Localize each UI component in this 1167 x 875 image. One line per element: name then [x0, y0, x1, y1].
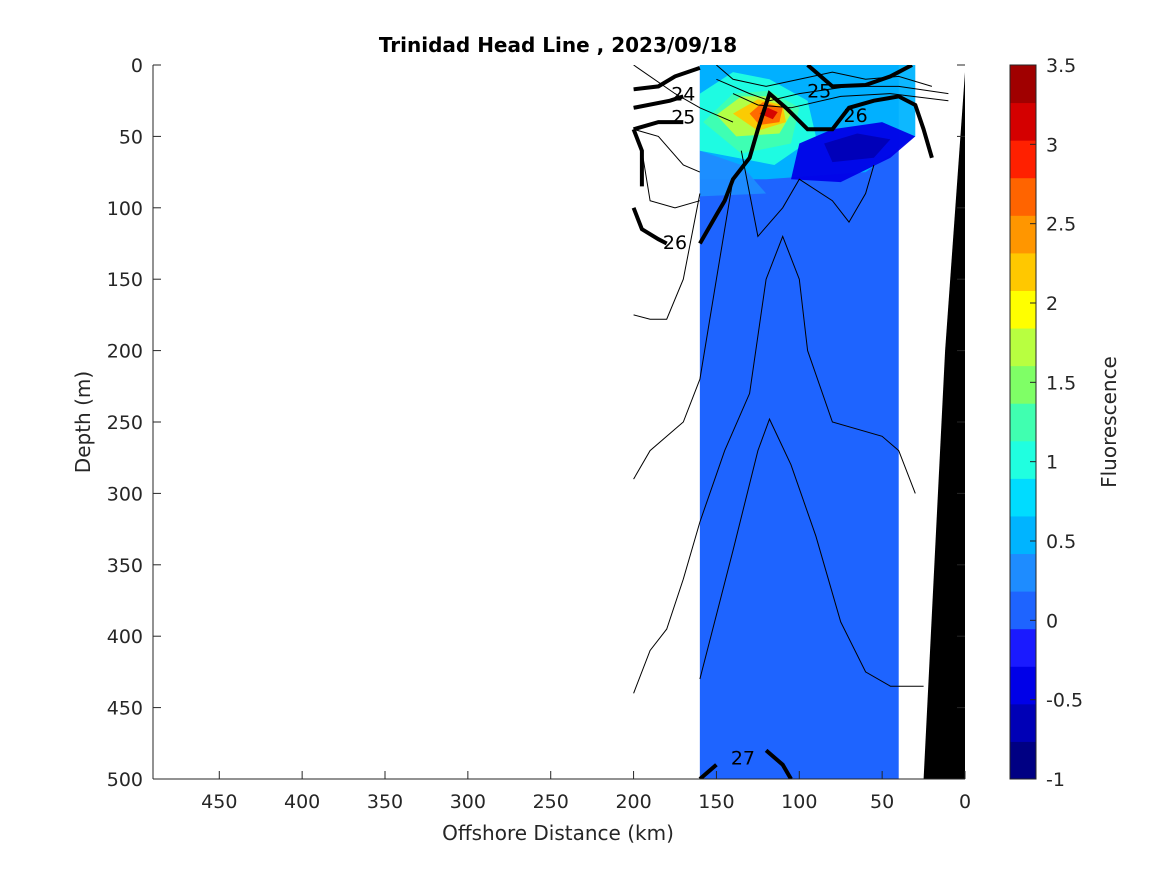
colorbar-segment [1010, 741, 1036, 780]
isopycnal-thin-3 [699, 417, 924, 687]
isopycnal-27 [698, 763, 718, 779]
isopycnal-25-east [806, 65, 913, 89]
isopycnal-thin-9 [716, 78, 949, 102]
colorbar-segment [1010, 365, 1036, 404]
colorbar-tick-label: -0.5 [1046, 690, 1083, 712]
contour-label-26: 26 [663, 232, 687, 254]
isopycnal-thin-10 [732, 93, 949, 109]
y-tick-label: 300 [107, 483, 143, 505]
colorbar-label: Fluorescence [1097, 356, 1121, 488]
colorbar-tick-label: 1 [1046, 452, 1058, 474]
colorbar-segment [1010, 215, 1036, 254]
colorbar-segment [1010, 628, 1036, 667]
colorbar-segment [1010, 252, 1036, 291]
colorbar-segment [1010, 290, 1036, 329]
isopycnal-26-west-b [631, 207, 668, 246]
colorbar-tick-label: 3 [1046, 134, 1058, 156]
x-tick-label: 400 [284, 791, 320, 813]
x-tick-label: 450 [201, 791, 237, 813]
isopycnal-thin-6 [633, 128, 701, 173]
y-tick-label: 150 [107, 269, 143, 291]
isopycnal-thin-0 [633, 193, 701, 320]
y-tick-label: 50 [119, 126, 143, 148]
x-axis-label: Offshore Distance (km) [442, 821, 674, 845]
colorbar-tick-label: 0 [1046, 610, 1058, 632]
y-tick-label: 200 [107, 341, 143, 363]
contour-label-27: 27 [731, 748, 755, 770]
isopycnal-thin-4 [740, 150, 875, 238]
fluor-band-minimum-core [824, 133, 891, 163]
y-tick-label: 100 [107, 198, 143, 220]
colorbar-tick-label: 3.5 [1046, 55, 1076, 77]
y-tick-label: 250 [107, 412, 143, 434]
contour-label-25: 25 [807, 81, 831, 103]
x-tick-label: 100 [781, 791, 817, 813]
fluor-band-west [699, 150, 767, 197]
colorbar-segment [1010, 440, 1036, 479]
contour-label-25: 25 [671, 106, 695, 128]
isopycnal-26-west [631, 128, 644, 187]
isopycnal-thin-1 [633, 179, 734, 480]
x-tick-label: 0 [959, 791, 971, 813]
colorbar-segment [1010, 703, 1036, 742]
y-tick-label: 0 [131, 55, 143, 77]
colorbar-segment [1010, 403, 1036, 442]
x-tick-label: 150 [698, 791, 734, 813]
colorbar-frame [1009, 64, 1037, 780]
colorbar-segment [1010, 177, 1036, 216]
x-tick-label: 350 [367, 791, 403, 813]
colorbar-segment [1010, 102, 1036, 141]
chart-title: Trinidad Head Line , 2023/09/18 [379, 33, 737, 57]
colorbar-segment [1010, 478, 1036, 517]
isopycnal-thin-2 [633, 235, 916, 694]
isopycnal-27-east [764, 748, 793, 779]
colorbar-tick-label: 1.5 [1046, 372, 1076, 394]
colorbar-segment [1010, 515, 1036, 555]
contour-label-26: 26 [844, 105, 868, 127]
isopycnal-thin-5 [633, 65, 734, 123]
colorbar-segment [1010, 65, 1036, 104]
colorbar-segment [1010, 140, 1036, 179]
colorbar-segment [1010, 666, 1036, 705]
x-tick-label: 200 [615, 791, 651, 813]
y-tick-label: 350 [107, 555, 143, 577]
isopycnal-26 [698, 90, 934, 245]
x-tick-label: 250 [533, 791, 569, 813]
y-tick-label: 500 [107, 769, 143, 791]
isopycnal-24 [633, 66, 701, 92]
isopycnal-24-b [633, 94, 684, 110]
x-tick-label: 300 [450, 791, 486, 813]
y-tick-label: 400 [107, 626, 143, 648]
y-tick-label: 450 [107, 698, 143, 720]
colorbar-segment [1010, 553, 1036, 592]
colorbar-tick-label: 0.5 [1046, 531, 1076, 553]
isopycnal-thin-7 [641, 150, 701, 209]
y-axis-label: Depth (m) [71, 371, 95, 473]
x-tick-label: 50 [870, 791, 894, 813]
bathymetry-seafloor [923, 72, 965, 779]
colorbar-segment [1010, 328, 1036, 367]
contour-label-24: 24 [671, 84, 695, 106]
colorbar-tick-label: 2.5 [1046, 214, 1076, 236]
colorbar-tick-label: -1 [1046, 769, 1065, 791]
colorbar-segment [1010, 591, 1036, 630]
isopycnal-25-west [633, 120, 684, 132]
colorbar-tick-label: 2 [1046, 293, 1058, 315]
